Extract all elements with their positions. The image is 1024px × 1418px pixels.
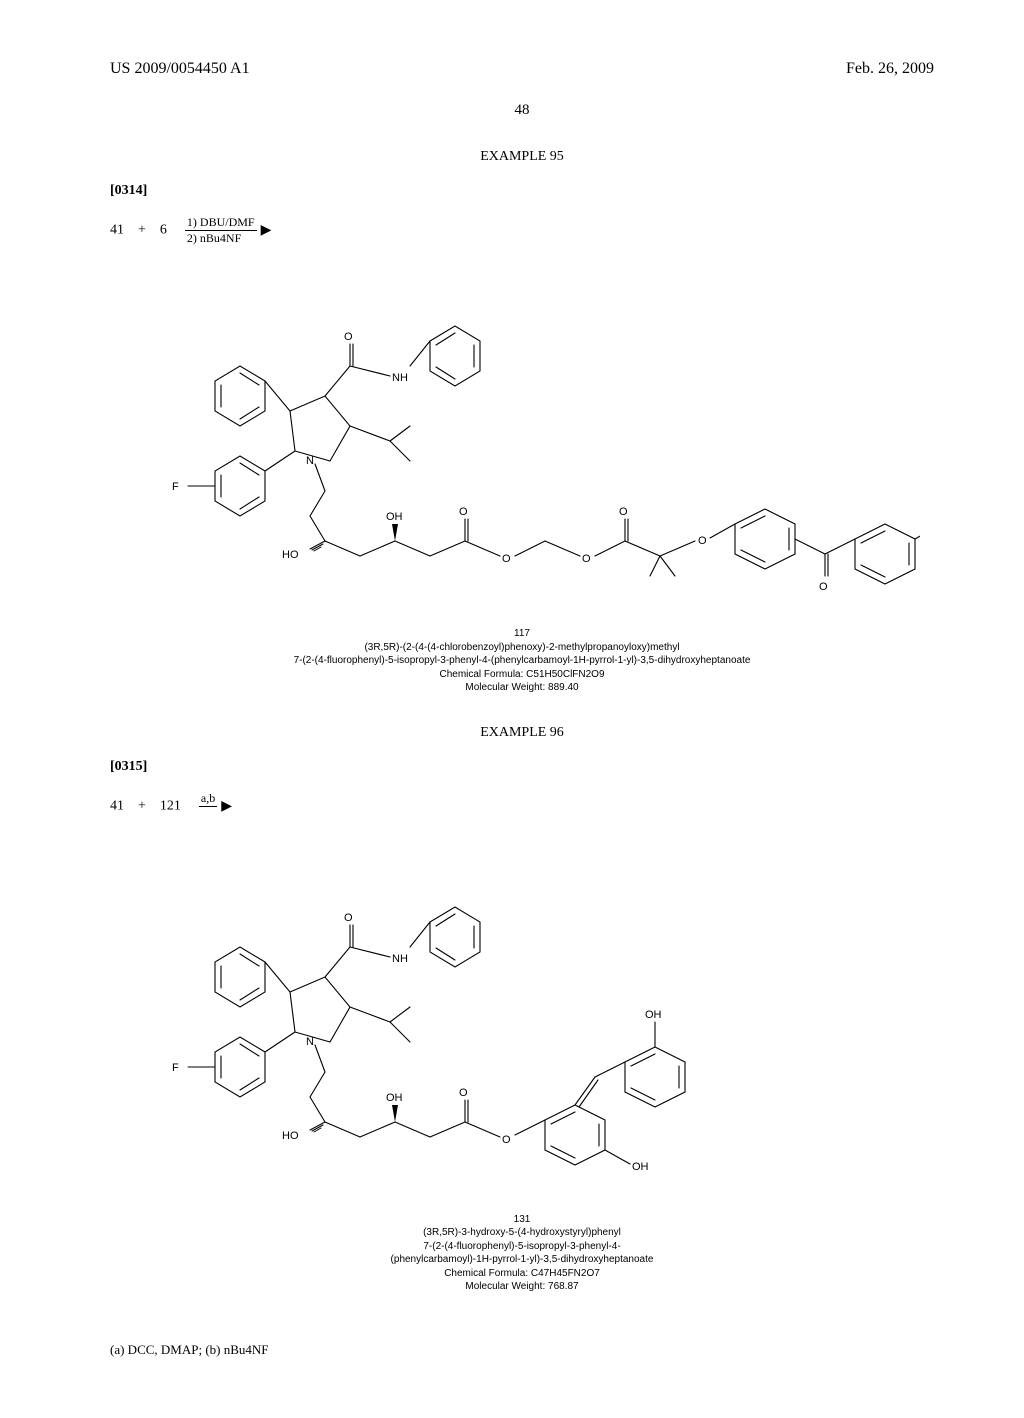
cap-l4: Molecular Weight: 889.40 (110, 681, 934, 695)
example96-para: [0315] (110, 759, 934, 775)
cap-l3: (phenylcarbamoyl)-1H-pyrrol-1-yl)-3,5-di… (110, 1253, 934, 1267)
plus-icon: + (138, 798, 146, 813)
example95-structure: N O NH (100, 266, 934, 621)
svg-text:O: O (459, 1087, 468, 1099)
svg-text:O: O (819, 581, 828, 593)
svg-text:OH: OH (386, 511, 403, 523)
cap-l3: Chemical Formula: C51H50ClFN2O9 (110, 668, 934, 682)
svg-text:O: O (502, 1134, 511, 1146)
example95-reaction: 41 + 6 1) DBU/DMF 2) nBu4NF ▶ (110, 215, 934, 246)
example96-caption: 131 (3R,5R)-3-hydroxy-5-(4-hydroxystyryl… (110, 1213, 934, 1294)
footnote: (a) DCC, DMAP; (b) nBu4NF (110, 1342, 934, 1358)
date: Feb. 26, 2009 (846, 60, 934, 78)
reaction-conditions: 1) DBU/DMF 2) nBu4NF (185, 215, 257, 246)
svg-text:O: O (502, 553, 511, 565)
page-number: 48 (110, 102, 934, 119)
example95-react-b: 6 (160, 223, 167, 238)
svg-text:O: O (344, 331, 353, 343)
svg-text:O: O (698, 535, 707, 547)
cond-bot: 2) nBu4NF (185, 231, 257, 246)
svg-text:O: O (619, 506, 628, 518)
svg-text:N: N (306, 1036, 314, 1048)
cap-l1: (3R,5R)-(2-(4-(4-chlorobenzoyl)phenoxy)-… (110, 641, 934, 655)
header: US 2009/0054450 A1 Feb. 26, 2009 (110, 60, 934, 78)
cap-l2: 7-(2-(4-fluorophenyl)-5-isopropyl-3-phen… (110, 654, 934, 668)
patent-id: US 2009/0054450 A1 (110, 60, 250, 78)
svg-text:NH: NH (392, 372, 408, 384)
cap-l2: 7-(2-(4-fluorophenyl)-5-isopropyl-3-phen… (110, 1240, 934, 1254)
svg-text:O: O (582, 553, 591, 565)
example95-para: [0314] (110, 183, 934, 199)
page: US 2009/0054450 A1 Feb. 26, 2009 48 EXAM… (0, 0, 1024, 1418)
struct-num: 131 (110, 1213, 934, 1227)
example95-react-a: 41 (110, 223, 124, 238)
svg-text:O: O (459, 506, 468, 518)
example96-heading: EXAMPLE 96 (110, 725, 934, 741)
cap-l1: (3R,5R)-3-hydroxy-5-(4-hydroxystyryl)phe… (110, 1226, 934, 1240)
cond-top: a,b (199, 791, 217, 807)
svg-text:OH: OH (632, 1161, 649, 1173)
cond-top: 1) DBU/DMF (185, 215, 257, 231)
svg-text:OH: OH (645, 1009, 662, 1021)
cap-l4: Chemical Formula: C47H45FN2O7 (110, 1267, 934, 1281)
svg-text:HO: HO (282, 1130, 299, 1142)
cond-bot-empty (199, 807, 217, 822)
svg-text:NH: NH (392, 953, 408, 965)
svg-text:HO: HO (282, 549, 299, 561)
svg-text:O: O (344, 912, 353, 924)
example96-reaction: 41 + 121 a,b ▶ (110, 791, 934, 822)
reaction-conditions: a,b (199, 791, 217, 822)
cap-l5: Molecular Weight: 768.87 (110, 1280, 934, 1294)
struct-num: 117 (110, 627, 934, 641)
example95-heading: EXAMPLE 95 (110, 149, 934, 165)
svg-text:F: F (172, 481, 179, 493)
example96-structure: N O NH (100, 842, 934, 1207)
arrow-icon: ▶ (261, 222, 272, 239)
svg-text:F: F (172, 1062, 179, 1074)
example96-react-b: 121 (160, 798, 181, 813)
example95-caption: 117 (3R,5R)-(2-(4-(4-chlorobenzoyl)pheno… (110, 627, 934, 695)
example96-react-a: 41 (110, 798, 124, 813)
plus-icon: + (138, 223, 146, 238)
svg-text:N: N (306, 455, 314, 467)
svg-text:OH: OH (386, 1092, 403, 1104)
arrow-icon: ▶ (221, 798, 232, 815)
